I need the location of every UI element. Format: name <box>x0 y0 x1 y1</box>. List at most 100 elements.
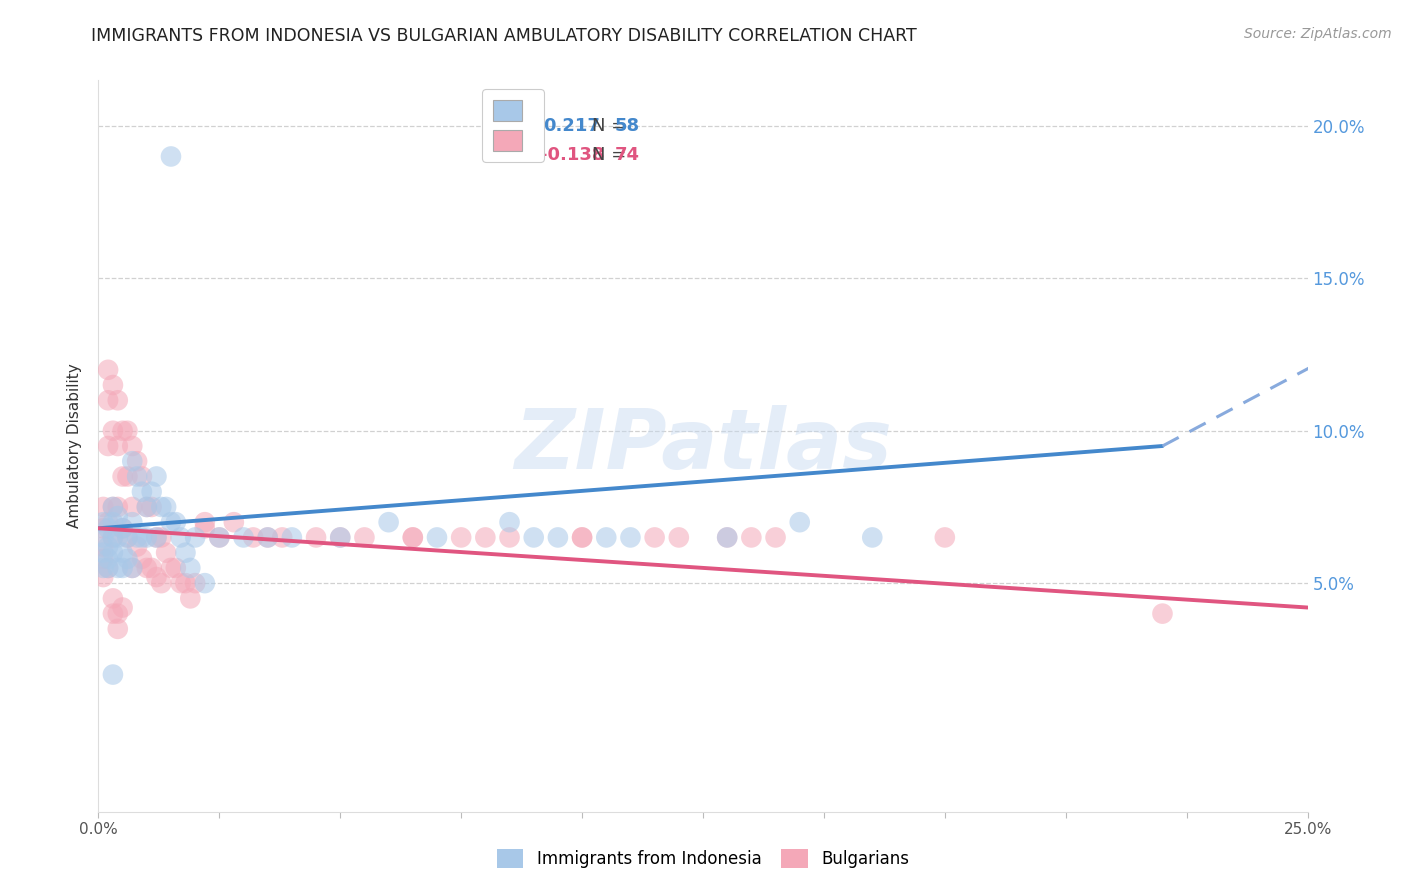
Point <box>91 540 114 554</box>
Point <box>101 424 124 438</box>
Point <box>121 561 143 575</box>
Point <box>208 530 231 544</box>
Point <box>117 551 139 566</box>
Point <box>117 424 139 438</box>
Y-axis label: Ambulatory Disability: Ambulatory Disability <box>67 364 83 528</box>
Point <box>450 530 472 544</box>
Point <box>97 561 120 575</box>
Point <box>329 530 352 544</box>
Point <box>426 530 449 544</box>
Point <box>91 530 114 544</box>
Point <box>135 500 157 514</box>
Point <box>131 530 153 544</box>
Point <box>644 530 666 544</box>
Point <box>150 576 173 591</box>
Point <box>474 530 496 544</box>
Point <box>111 561 134 575</box>
Point <box>135 530 157 544</box>
Point <box>91 500 114 514</box>
Point <box>131 469 153 483</box>
Point <box>97 551 120 566</box>
Point <box>498 530 520 544</box>
Point <box>145 469 167 483</box>
Point <box>121 439 143 453</box>
Point <box>101 667 124 681</box>
Point <box>329 530 352 544</box>
Point <box>155 546 177 560</box>
Point <box>571 530 593 544</box>
Point <box>97 540 120 554</box>
Point <box>377 515 399 529</box>
Point <box>141 561 163 575</box>
Point <box>127 530 149 544</box>
Text: R =: R = <box>508 146 546 164</box>
Text: 74: 74 <box>614 146 640 164</box>
Point <box>165 561 187 575</box>
Point <box>169 530 191 544</box>
Point <box>117 530 139 544</box>
Point <box>402 530 425 544</box>
Point <box>107 622 129 636</box>
Point <box>107 439 129 453</box>
Point <box>174 546 197 560</box>
Point <box>107 530 129 544</box>
Point <box>107 607 129 621</box>
Point <box>194 521 217 535</box>
Point <box>91 561 114 575</box>
Point <box>523 530 546 544</box>
Point <box>101 607 124 621</box>
Point <box>97 363 120 377</box>
Point <box>281 530 304 544</box>
Point <box>121 454 143 468</box>
Point <box>150 500 173 514</box>
Point <box>256 530 278 544</box>
Point <box>668 530 690 544</box>
Text: 0.217: 0.217 <box>543 117 600 135</box>
Text: ZIPatlas: ZIPatlas <box>515 406 891 486</box>
Point <box>91 546 114 560</box>
Point <box>160 561 183 575</box>
Point <box>111 546 134 560</box>
Point <box>91 551 114 566</box>
Point <box>97 515 120 529</box>
Point <box>111 521 134 535</box>
Point <box>222 515 245 529</box>
Point <box>117 469 139 483</box>
Point <box>91 515 114 529</box>
Point <box>184 530 207 544</box>
Point <box>740 530 762 544</box>
Point <box>91 570 114 584</box>
Point <box>165 515 187 529</box>
Point <box>353 530 375 544</box>
Point <box>97 439 120 453</box>
Point <box>619 530 641 544</box>
Point <box>117 530 139 544</box>
Point <box>145 570 167 584</box>
Text: N =: N = <box>592 146 631 164</box>
Point <box>131 484 153 499</box>
Text: N =: N = <box>592 117 631 135</box>
Point <box>131 551 153 566</box>
Point <box>135 561 157 575</box>
Point <box>107 561 129 575</box>
Point <box>121 561 143 575</box>
Point <box>498 515 520 529</box>
Text: R =: R = <box>508 117 546 135</box>
Point <box>174 576 197 591</box>
Point <box>111 469 134 483</box>
Text: Source: ZipAtlas.com: Source: ZipAtlas.com <box>1244 27 1392 41</box>
Point <box>135 500 157 514</box>
Point <box>716 530 738 544</box>
Point <box>194 515 217 529</box>
Point <box>765 530 787 544</box>
Point <box>547 530 569 544</box>
Point <box>1152 607 1174 621</box>
Point <box>716 530 738 544</box>
Point <box>101 530 124 544</box>
Point <box>97 521 120 535</box>
Point <box>141 500 163 514</box>
Point <box>111 521 134 535</box>
Point <box>160 149 183 163</box>
Text: -0.138: -0.138 <box>540 146 605 164</box>
Point <box>155 500 177 514</box>
